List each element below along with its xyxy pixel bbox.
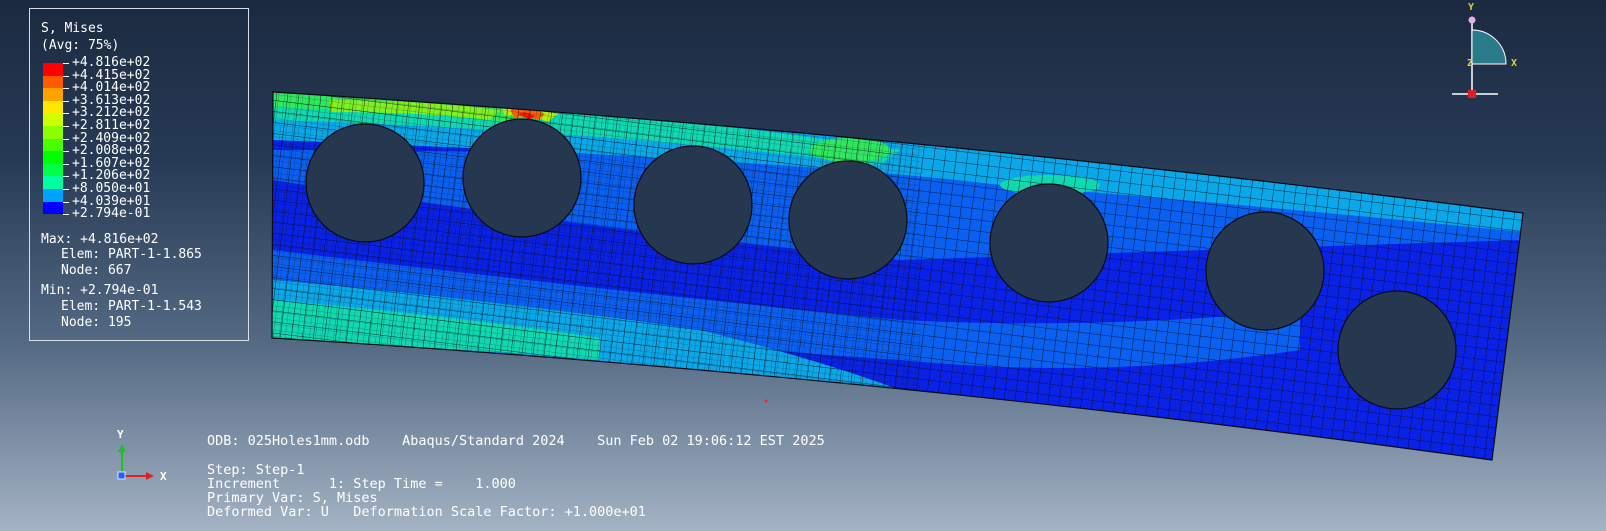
legend-tick xyxy=(63,126,69,127)
hole xyxy=(1205,211,1325,331)
legend-tick xyxy=(63,63,69,64)
legend: S, Mises (Avg: 75%) +4.816e+02 xyxy=(29,8,249,341)
legend-tick xyxy=(63,201,69,203)
legend-level-label: +2.794e-01 xyxy=(72,206,151,222)
legend-level-label: +3.212e+02 xyxy=(72,105,151,121)
legend-swatch xyxy=(43,126,63,139)
legend-min-node: Node: 195 xyxy=(61,315,132,330)
triad-x-label: X xyxy=(160,470,167,483)
beam-outline xyxy=(271,91,1524,461)
legend-swatch xyxy=(43,201,63,215)
beam-model xyxy=(272,92,1523,460)
legend-level-label: +1.607e+02 xyxy=(72,155,151,171)
legend-swatch xyxy=(43,189,63,202)
primary-var-info: Primary Var: S, Mises xyxy=(207,490,378,506)
legend-swatch xyxy=(43,163,63,177)
legend-level-label: +4.014e+02 xyxy=(72,80,151,96)
hole xyxy=(633,145,753,265)
legend-tick xyxy=(63,176,69,178)
legend-swatch xyxy=(43,63,63,76)
legend-avg: (Avg: 75%) xyxy=(41,38,120,53)
legend-level-label: +4.039e+01 xyxy=(72,193,151,209)
legend-level-label: +2.008e+02 xyxy=(72,143,151,159)
legend-level-label: +8.050e+01 xyxy=(72,181,151,196)
deformed-var-info: Deformed Var: U Deformation Scale Factor… xyxy=(207,504,646,520)
legend-tick xyxy=(63,75,69,77)
legend-swatch xyxy=(43,176,63,189)
axis-triad xyxy=(117,444,154,480)
odb-info-line: ODB: 025Holes1mm.odb Abaqus/Standard 202… xyxy=(207,433,825,449)
legend-swatch xyxy=(43,138,63,152)
legend-max-value: Max: +4.816e+02 xyxy=(41,232,159,247)
legend-min-elem: Elem: PART-1-1.543 xyxy=(61,299,202,314)
point-marker xyxy=(764,399,768,403)
legend-swatch xyxy=(43,75,63,89)
hole xyxy=(788,160,908,280)
legend-tick xyxy=(63,138,69,140)
triad-y-label: Y xyxy=(117,428,124,441)
legend-tick xyxy=(63,189,69,190)
legend-level-label: +4.816e+02 xyxy=(72,55,151,70)
holes xyxy=(305,118,1457,410)
step-info: Step: Step-1 xyxy=(207,462,305,478)
legend-swatch xyxy=(43,151,63,164)
increment-info: Increment 1: Step Time = 1.000 xyxy=(207,476,516,492)
legend-level-label: +4.415e+02 xyxy=(72,67,151,83)
legend-swatch xyxy=(43,100,63,114)
legend-level-label: +3.613e+02 xyxy=(72,92,151,108)
hole xyxy=(305,123,425,243)
legend-min-value: Min: +2.794e-01 xyxy=(41,283,159,298)
legend-tick xyxy=(63,163,69,165)
legend-title: S, Mises xyxy=(41,21,104,36)
legend-tick xyxy=(63,88,69,90)
legend-swatch xyxy=(43,88,63,101)
hole xyxy=(462,118,582,238)
legend-tick xyxy=(63,113,69,115)
legend-tick xyxy=(63,100,69,102)
hole xyxy=(1337,290,1457,410)
legend-max-elem: Elem: PART-1-1.865 xyxy=(61,247,202,262)
legend-level-label: +2.811e+02 xyxy=(72,118,151,133)
view-orientation-glyph[interactable] xyxy=(1452,16,1507,99)
legend-max-node: Node: 667 xyxy=(61,263,132,278)
legend-tick xyxy=(63,151,69,153)
legend-level-label: +1.206e+02 xyxy=(72,168,151,184)
view-z-label: Z xyxy=(1467,58,1474,69)
legend-level-label: +2.409e+02 xyxy=(72,130,151,146)
view-y-label: Y xyxy=(1468,2,1475,13)
legend-tick xyxy=(63,214,69,215)
legend-swatch xyxy=(43,113,63,126)
hole xyxy=(989,183,1109,303)
view-x-label: X xyxy=(1511,58,1518,69)
